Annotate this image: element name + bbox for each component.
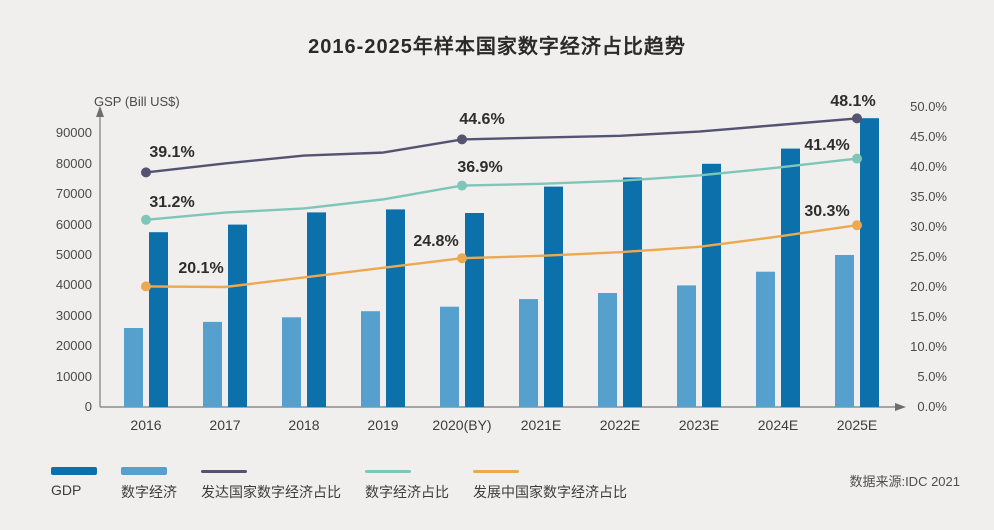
- digital-economy-bar-2019: [361, 311, 380, 407]
- x-axis-tick-2024E: 2024E: [757, 417, 799, 433]
- digital-economy-bar-2016: [124, 328, 143, 407]
- digital-economy-bar-2018: [282, 317, 301, 407]
- data-label-2020(BY): 36.9%: [457, 158, 503, 176]
- y-axis-arrow-icon: [96, 106, 104, 117]
- x-axis-tick-2018: 2018: [288, 417, 320, 433]
- x-axis-tick-2022E: 2022E: [599, 417, 641, 433]
- digital-economy-bar-swatch: [121, 467, 167, 475]
- right-axis-tick: 10.0%: [910, 339, 947, 354]
- x-axis-arrow-icon: [895, 403, 906, 411]
- data-label-2025E: 41.4%: [804, 136, 850, 154]
- left-axis-tick: 60000: [55, 216, 92, 232]
- gdp-bar-2016: [149, 232, 168, 407]
- overall-share-line-swatch: [365, 469, 411, 473]
- gdp-bar-2021E: [544, 186, 563, 407]
- right-axis-tick: 20.0%: [910, 279, 947, 294]
- gdp-bar-2024E: [781, 148, 800, 407]
- legend-item-developed-countries-share: 发达国家数字经济占比: [201, 467, 341, 502]
- right-axis-tick: 25.0%: [910, 249, 947, 264]
- legend-label: 数字经济占比: [365, 484, 449, 500]
- gdp-bar-2022E: [623, 177, 642, 407]
- line-marker-2016: [141, 281, 151, 292]
- left-axis-tick: 10000: [55, 368, 92, 384]
- developing-countries-line-swatch: [473, 469, 519, 473]
- left-axis-tick: 70000: [55, 186, 92, 202]
- line-marker-2025E: [852, 113, 862, 124]
- developed-countries-line-swatch: [201, 469, 247, 473]
- legend-label: 发展中国家数字经济占比: [473, 484, 627, 500]
- gdp-bar-2019: [386, 209, 405, 407]
- x-axis-tick-2016: 2016: [130, 417, 162, 433]
- right-axis-tick: 45.0%: [910, 129, 947, 144]
- line-marker-2016: [141, 214, 151, 225]
- left-axis-tick: 90000: [55, 125, 92, 141]
- x-axis-tick-2017: 2017: [209, 417, 241, 433]
- developing-countries-share-line: [144, 223, 859, 289]
- x-axis-tick-2023E: 2023E: [678, 417, 720, 433]
- left-axis-tick: 80000: [55, 155, 92, 171]
- x-axis-tick-2020(BY): 2020(BY): [432, 417, 492, 433]
- right-axis-tick: 5.0%: [917, 369, 947, 384]
- x-axis-tick-2021E: 2021E: [520, 417, 562, 433]
- gdp-bar-2018: [307, 212, 326, 407]
- line-marker-2020(BY): [457, 253, 467, 264]
- legend: GDP 数字经济 发达国家数字经济占比 数字经济占比 发展中国家数字经济占比: [51, 467, 627, 502]
- line-marker-2025E: [852, 153, 862, 164]
- digital-economy-bar-2023E: [677, 285, 696, 407]
- gdp-bar-2025E: [860, 118, 879, 407]
- right-axis-tick: 30.0%: [910, 219, 947, 234]
- right-axis-tick: 40.0%: [910, 159, 947, 174]
- data-label-2020(BY): 24.8%: [413, 233, 459, 251]
- legend-label: GDP: [51, 482, 82, 498]
- legend-label: 数字经济: [121, 484, 177, 500]
- data-label-2016: 39.1%: [149, 144, 195, 162]
- digital-economy-bar-2017: [203, 321, 222, 407]
- legend-item-gdp: GDP: [51, 467, 97, 502]
- right-axis-tick: 15.0%: [910, 309, 947, 324]
- data-label-2025E: 48.1%: [830, 93, 876, 111]
- chart-title: 2016-2025年样本国家数字经济占比趋势: [308, 36, 686, 58]
- gdp-bar-2020(BY): [465, 213, 484, 407]
- data-label-2016: 31.2%: [149, 193, 195, 211]
- legend-item-overall-share: 数字经济占比: [365, 467, 449, 502]
- left-axis-title: GSP (Bill US$): [94, 94, 180, 109]
- line-marker-2025E: [852, 220, 862, 231]
- right-axis-tick: 35.0%: [910, 189, 947, 204]
- gdp-bar-2017: [228, 224, 247, 407]
- digital-economy-bar-2022E: [598, 293, 617, 407]
- x-axis-tick-2025E: 2025E: [836, 417, 878, 433]
- digital-economy-bar-2024E: [756, 271, 775, 407]
- right-axis-tick: 0.0%: [917, 399, 947, 414]
- data-label-2016: 20.1%: [178, 260, 224, 278]
- left-axis-tick: 50000: [55, 247, 92, 262]
- digital-economy-bar-2020(BY): [440, 306, 459, 407]
- data-label-2025E: 30.3%: [804, 203, 850, 221]
- x-axis-tick-2019: 2019: [367, 417, 399, 433]
- data-source: 数据来源:IDC 2021: [849, 474, 960, 489]
- developed-countries-share-line: [144, 117, 859, 174]
- legend-item-developing-countries-share: 发展中国家数字经济占比: [473, 467, 627, 502]
- gdp-bar-2023E: [702, 163, 721, 407]
- left-axis-tick: 30000: [55, 307, 92, 323]
- gdp-bar-swatch: [51, 467, 97, 475]
- legend-item-digital-economy: 数字经济: [121, 467, 177, 502]
- digital-economy-bar-2021E: [519, 299, 538, 407]
- line-marker-2020(BY): [457, 180, 467, 191]
- left-axis-tick: 0: [84, 399, 92, 414]
- data-label-2020(BY): 44.6%: [459, 111, 505, 129]
- line-marker-2020(BY): [457, 134, 467, 145]
- right-axis-tick: 50.0%: [910, 99, 947, 114]
- overall-share-line: [144, 157, 859, 222]
- left-axis-tick: 40000: [55, 277, 92, 293]
- line-marker-2016: [141, 167, 151, 178]
- left-axis-tick: 20000: [55, 338, 92, 354]
- legend-label: 发达国家数字经济占比: [201, 484, 341, 500]
- digital-economy-bar-2025E: [835, 255, 854, 407]
